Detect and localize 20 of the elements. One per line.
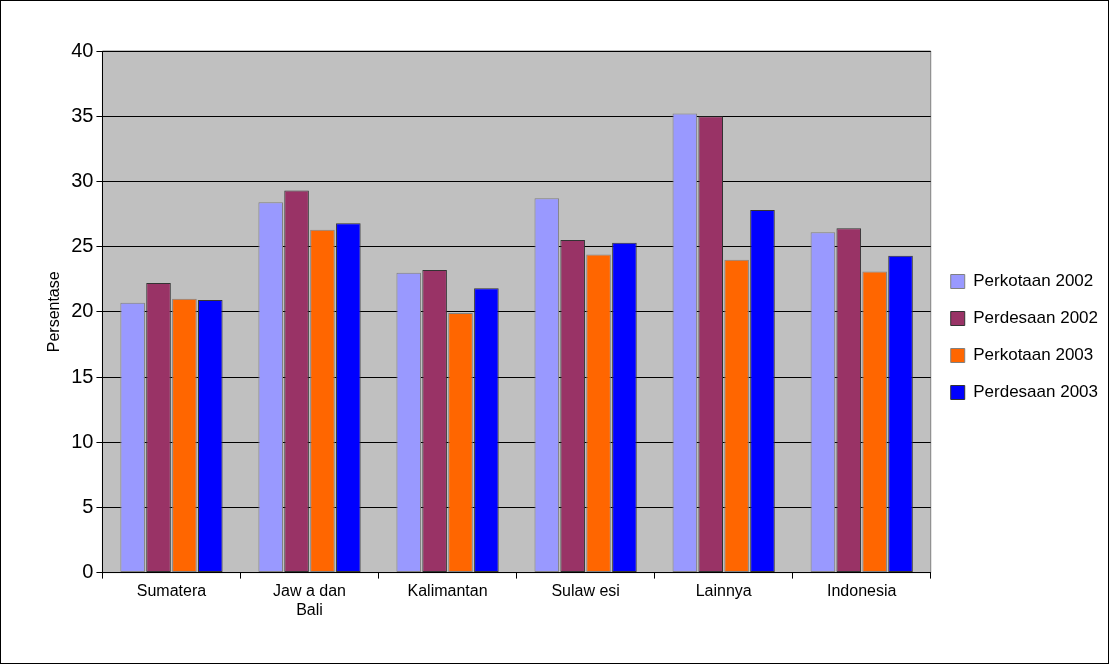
x-tick-label: Lainnya [695, 581, 752, 599]
y-tick-label: 35 [71, 103, 94, 126]
y-tick-label: 40 [71, 38, 94, 61]
legend-label: Perkotaan 2002 [973, 271, 1094, 291]
x-tick-label: Sulaw esi [551, 581, 620, 599]
x-tick-label: Jaw a dan Bali [273, 581, 346, 618]
y-tick-label: 20 [71, 299, 94, 322]
legend-label: Perkotaan 2003 [973, 345, 1094, 365]
y-axis-title: Persentase [45, 271, 63, 353]
x-tick-label: Kalimantan [407, 581, 488, 599]
x-tick-label: Indonesia [827, 581, 897, 599]
legend-label: Perdesaan 2002 [973, 308, 1099, 328]
y-tick-label: 25 [71, 234, 94, 257]
y-tick-label: 15 [71, 364, 94, 387]
y-tick-label: 5 [82, 494, 94, 517]
y-tick-label: 0 [82, 560, 94, 583]
x-tick-label: Sumatera [136, 581, 207, 599]
legend-label: Perdesaan 2003 [973, 382, 1099, 402]
y-tick-label: 10 [71, 429, 94, 452]
y-tick-label: 30 [71, 168, 94, 191]
